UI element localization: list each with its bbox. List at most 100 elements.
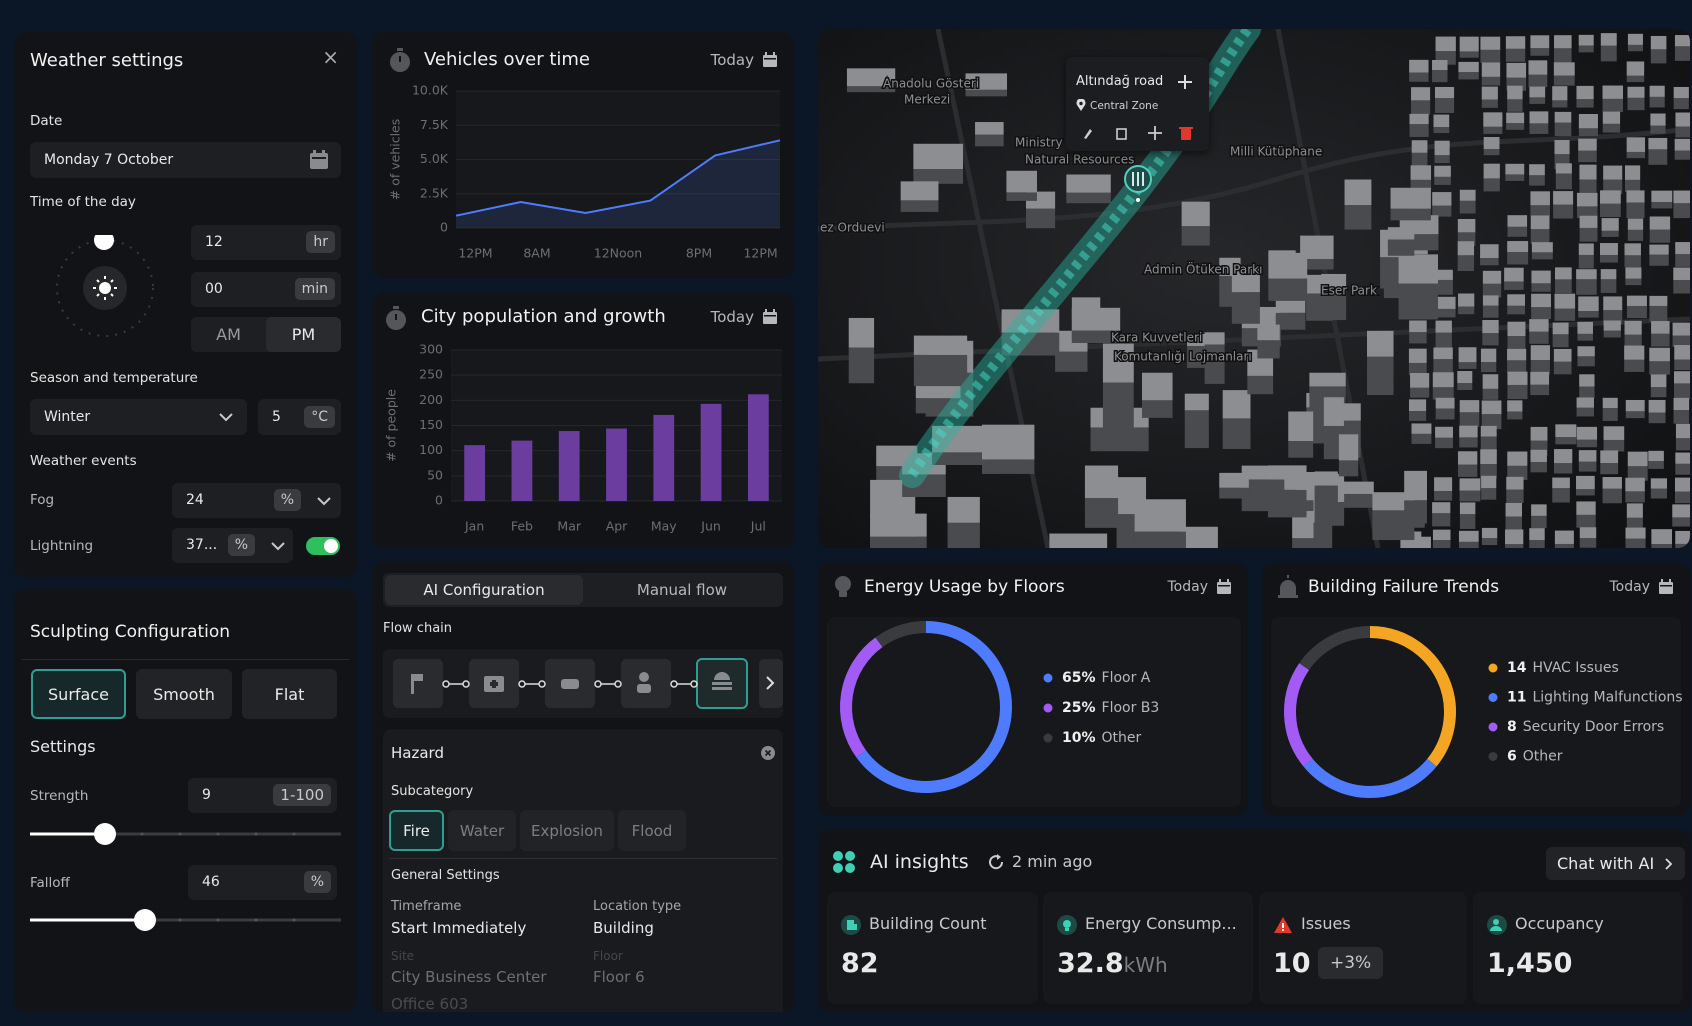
temperature-input[interactable]: 5 °C [258, 399, 341, 435]
building [1268, 252, 1308, 301]
building [1576, 475, 1595, 496]
building-side [1576, 489, 1595, 496]
building-top [1530, 345, 1550, 361]
strength-value: 9 [202, 787, 211, 803]
temperature-value: 5 [272, 409, 281, 425]
lightning-input[interactable]: 37... % [172, 528, 293, 563]
building [947, 496, 980, 548]
building-side [1624, 359, 1645, 372]
season-select[interactable]: Winter [30, 399, 247, 435]
building-top [1552, 86, 1568, 101]
building-side [947, 522, 980, 548]
building-top [947, 496, 980, 523]
building-top [1409, 113, 1429, 125]
chart-title: Energy Usage by Floors [864, 577, 1065, 597]
building-side [1432, 205, 1452, 217]
building-side [1387, 239, 1415, 256]
building-side [1458, 541, 1479, 548]
building-side [1553, 75, 1575, 86]
period-label[interactable]: Today [1167, 579, 1209, 595]
mode-button[interactable]: Smooth [136, 669, 232, 719]
tab[interactable]: AI Configuration [385, 575, 583, 605]
building [1505, 529, 1524, 548]
building-side [1578, 45, 1594, 53]
building [1530, 191, 1550, 217]
building [1410, 165, 1432, 190]
building-side [1553, 204, 1574, 219]
chat-button[interactable]: Chat with AI [1546, 847, 1685, 880]
x-tick-label: Apr [606, 519, 628, 534]
close-button[interactable]: × [322, 45, 339, 69]
building-side [1411, 100, 1431, 115]
building-side [1675, 126, 1690, 138]
building-top [1434, 165, 1451, 177]
building-top [1578, 243, 1594, 255]
popup-actions[interactable] [1076, 125, 1201, 141]
y-axis-label: # of vehicles [388, 119, 403, 201]
hour-input[interactable]: 12 hr [191, 225, 341, 260]
route[interactable] [899, 29, 1261, 488]
subcategory-chip[interactable]: Fire [389, 810, 444, 851]
building-top [1372, 492, 1415, 511]
map-pin[interactable] [1124, 165, 1152, 202]
period-label[interactable]: Today [1609, 579, 1651, 595]
building-top [1219, 472, 1249, 488]
chevron-icon [1665, 857, 1673, 870]
am-button[interactable]: AM [191, 317, 266, 352]
minute-input[interactable]: 00 min [191, 272, 341, 307]
building-side [1482, 388, 1499, 400]
subcategory-chip[interactable]: Flood [618, 810, 686, 851]
period-label[interactable]: Today [710, 51, 754, 69]
strength-input[interactable]: 9 1-100 [188, 778, 337, 813]
building [1554, 267, 1572, 294]
building [1648, 399, 1666, 424]
building-side [1555, 437, 1577, 445]
date-input[interactable]: Monday 7 October [30, 142, 341, 178]
fog-input[interactable]: 24 % [172, 483, 341, 518]
range-badge: 1-100 [273, 784, 331, 806]
tab[interactable]: Manual flow [636, 581, 728, 599]
building-top [1507, 348, 1527, 361]
move-icon[interactable] [1178, 75, 1192, 89]
building-side [848, 347, 875, 384]
map-panel[interactable]: Anadolu Gösteri Merkezi Ministry Natural Re… [818, 29, 1690, 548]
legend-value: 11 [1507, 690, 1526, 706]
building-side [1579, 179, 1597, 193]
time-dial[interactable] [52, 235, 158, 341]
building [1435, 320, 1452, 348]
building-top [1367, 330, 1394, 357]
building-side [1625, 278, 1642, 286]
mode-button[interactable]: Surface [31, 669, 126, 719]
subcategory-chip[interactable]: Explosion [520, 810, 614, 851]
building-side [1672, 517, 1690, 527]
building-side [1507, 360, 1527, 374]
period-label[interactable]: Today [710, 308, 754, 326]
close-icon[interactable] [761, 746, 775, 760]
building-top [1181, 201, 1210, 227]
building [1651, 190, 1673, 209]
refresh-icon[interactable] [987, 853, 1005, 871]
building [1578, 138, 1597, 163]
metric-card: Energy Consump... 32.8kWh [1043, 892, 1253, 1004]
building-top [1603, 165, 1623, 180]
building-top [1651, 321, 1670, 334]
building-top [1602, 477, 1622, 489]
building [1600, 269, 1617, 293]
building-top [1507, 451, 1528, 466]
toggle-switch[interactable] [306, 537, 340, 555]
building [1554, 293, 1576, 321]
strength-slider[interactable] [30, 819, 341, 849]
building [1651, 529, 1673, 548]
building-top [900, 181, 939, 201]
building-top [1435, 397, 1455, 409]
building-side [975, 134, 1004, 147]
falloff-slider[interactable] [30, 905, 341, 935]
building [1625, 399, 1645, 419]
pm-button[interactable]: PM [266, 317, 341, 352]
building-top [1184, 393, 1209, 411]
city-map[interactable]: Anadolu Gösteri Merkezi Ministry Natural Re… [818, 29, 1690, 548]
subcategory-chip[interactable]: Water [448, 810, 516, 851]
falloff-input[interactable]: 46 % [188, 865, 337, 900]
building [1507, 85, 1523, 112]
mode-button[interactable]: Flat [242, 669, 337, 719]
